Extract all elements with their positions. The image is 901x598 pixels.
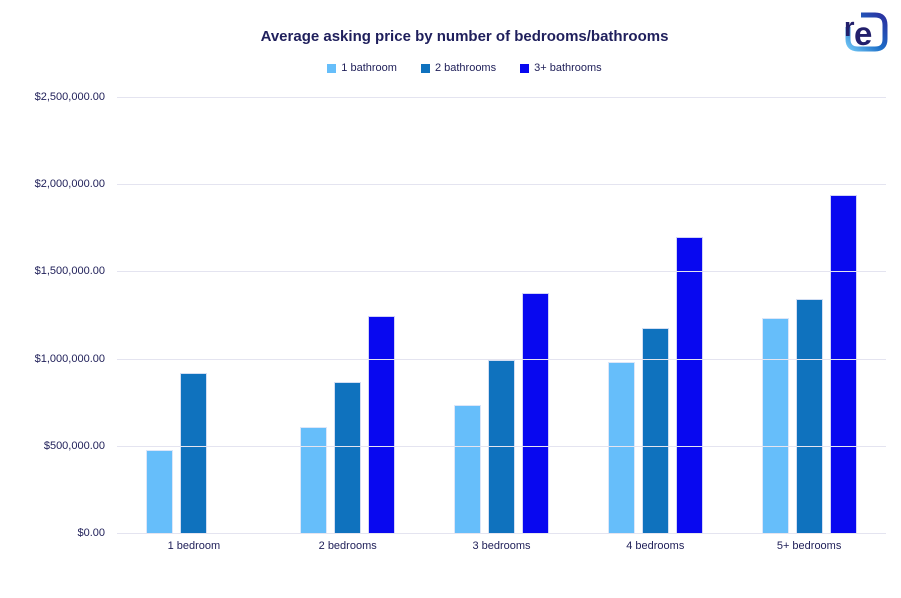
bar-group-1-bedroom xyxy=(117,97,271,533)
gridline-2-500-000-00 xyxy=(117,97,886,98)
bar-4-bedrooms-3-bathrooms xyxy=(675,237,703,533)
chart-title: Average asking price by number of bedroo… xyxy=(260,28,669,45)
bar-1-bedroom-2-bathrooms xyxy=(180,373,208,533)
x-tick-label-4-bedrooms: 4 bedrooms xyxy=(626,540,685,552)
bar-group-3-bedrooms xyxy=(425,97,579,533)
y-tick-label-1-000-000-00: $1,000,000.00 xyxy=(34,353,105,365)
bar-5-bedrooms-1-bathroom xyxy=(761,318,789,533)
bar-2-bedrooms-3-bathrooms xyxy=(368,316,396,533)
realestate-logo: r e xyxy=(844,11,889,53)
bar-2-bedrooms-2-bathrooms xyxy=(334,382,362,533)
x-tick-label-2-bedrooms: 2 bedrooms xyxy=(318,540,377,552)
bar-group-4-bedrooms xyxy=(578,97,732,533)
legend-item-1-bathroom: 1 bathroom xyxy=(327,62,397,74)
bar-3-bedrooms-1-bathroom xyxy=(453,405,481,533)
bar-2-bedrooms-1-bathroom xyxy=(300,427,328,533)
svg-text:r: r xyxy=(845,12,855,42)
svg-text:e: e xyxy=(854,15,872,52)
legend-label-3-bathrooms: 3+ bathrooms xyxy=(534,62,602,74)
bar-4-bedrooms-1-bathroom xyxy=(607,362,635,533)
y-tick-label-500-000-00: $500,000.00 xyxy=(43,440,105,452)
legend-item-3-bathrooms: 3+ bathrooms xyxy=(520,62,602,74)
x-tick-label-1-bedroom: 1 bedroom xyxy=(167,540,221,552)
legend-swatch-3-bathrooms xyxy=(520,63,530,73)
x-tick-label-3-bedrooms: 3 bedrooms xyxy=(472,540,531,552)
bar-group-5-bedrooms xyxy=(732,97,886,533)
x-axis: 1 bedroom 2 bedrooms 3 bedrooms 4 bedrooms 5… xyxy=(117,540,886,552)
legend-label-1-bathroom: 1 bathroom xyxy=(341,62,397,74)
y-tick-label-0-00: $0.00 xyxy=(77,527,105,539)
legend-swatch-2-bathrooms xyxy=(420,63,430,73)
bar-5-bedrooms-2-bathrooms xyxy=(795,299,823,533)
bar-1-bedroom-1-bathroom xyxy=(146,450,174,533)
legend-item-2-bathrooms: 2 bathrooms xyxy=(420,62,497,74)
y-tick-label-1-500-000-00: $1,500,000.00 xyxy=(34,265,105,277)
bar-group-2-bedrooms xyxy=(271,97,425,533)
chart-legend: 1 bathroom 2 bathrooms 3+ bathrooms xyxy=(0,62,901,74)
x-tick-label-5-bedrooms: 5+ bedrooms xyxy=(776,540,842,552)
bar-4-bedrooms-2-bathrooms xyxy=(641,328,669,533)
gridline-1-000-000-00 xyxy=(117,359,886,360)
bar-3-bedrooms-3-bathrooms xyxy=(521,293,549,533)
y-tick-label-2-500-000-00: $2,500,000.00 xyxy=(34,91,105,103)
gridline-0-00 xyxy=(117,533,886,534)
legend-swatch-1-bathroom xyxy=(327,63,337,73)
gridline-2-000-000-00 xyxy=(117,184,886,185)
bar-5-bedrooms-3-bathrooms xyxy=(829,195,857,533)
bar-groups xyxy=(117,97,886,533)
gridline-500-000-00 xyxy=(117,446,886,447)
gridline-1-500-000-00 xyxy=(117,271,886,272)
plot-area xyxy=(117,97,886,534)
legend-label-2-bathrooms: 2 bathrooms xyxy=(434,62,497,74)
y-tick-label-2-000-000-00: $2,000,000.00 xyxy=(34,178,105,190)
realestate-logo-icon: r e xyxy=(844,12,888,52)
